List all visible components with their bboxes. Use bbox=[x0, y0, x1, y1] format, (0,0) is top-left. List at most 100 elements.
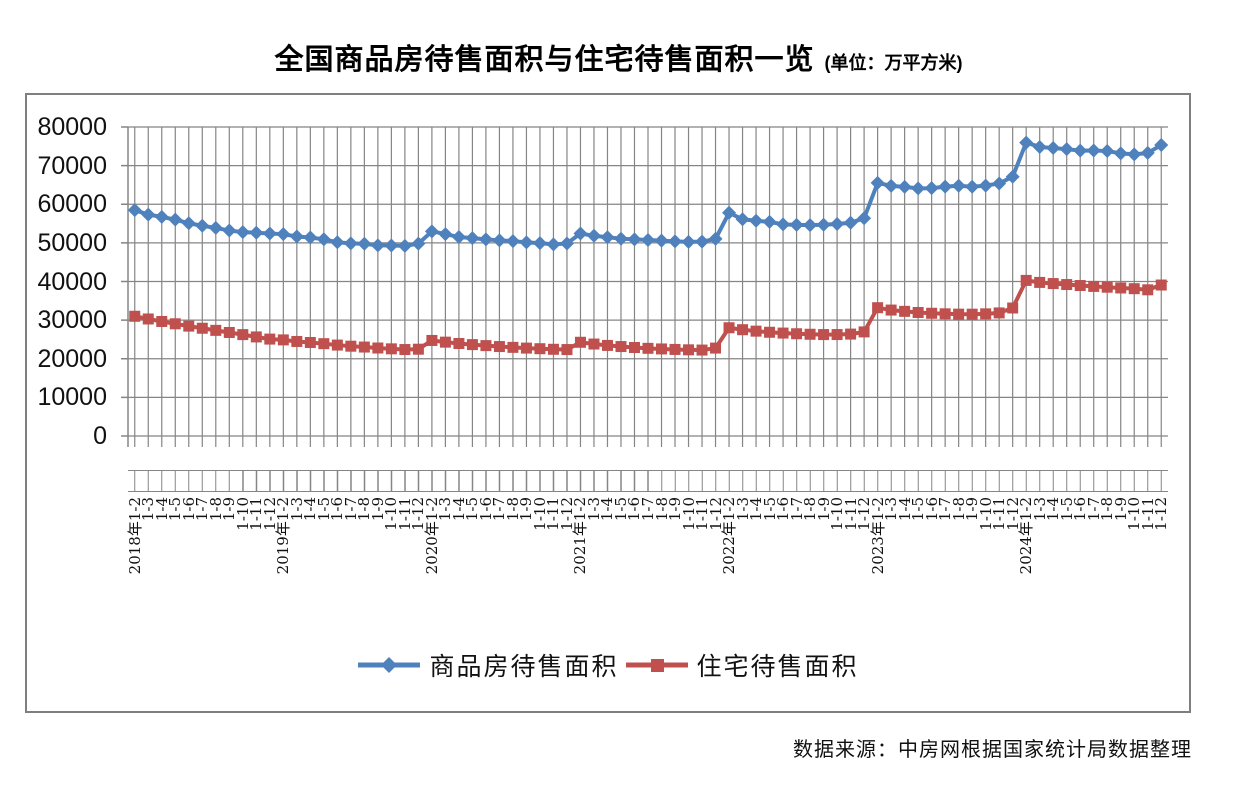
chart-plot-container: 80000 70000 60000 50000 40000 30000 20000 10000… bbox=[25, 93, 1191, 713]
legend-line-diamond-icon bbox=[358, 657, 421, 673]
marker-square bbox=[318, 338, 330, 350]
marker-diamond bbox=[505, 234, 520, 249]
marker-square bbox=[426, 334, 438, 346]
marker-diamond bbox=[586, 228, 601, 243]
marker-diamond bbox=[708, 231, 723, 246]
marker-square bbox=[183, 320, 195, 332]
marker-diamond bbox=[992, 176, 1007, 191]
marker-square bbox=[885, 304, 897, 316]
marker-diamond bbox=[911, 181, 926, 196]
marker-square bbox=[966, 308, 978, 320]
y-axis-label: 30000 bbox=[37, 306, 107, 335]
chart-unit-label: (单位：万平方米) bbox=[824, 53, 963, 73]
legend-item-residential: 住宅待售面积 bbox=[625, 647, 859, 683]
marker-diamond bbox=[600, 230, 615, 245]
marker-diamond bbox=[1046, 141, 1061, 156]
marker-diamond bbox=[816, 217, 831, 232]
marker-square bbox=[831, 329, 843, 341]
marker-square bbox=[331, 339, 343, 351]
marker-square bbox=[480, 340, 492, 352]
marker-diamond bbox=[154, 209, 169, 224]
marker-diamond bbox=[749, 213, 764, 228]
marker-diamond bbox=[722, 205, 737, 220]
legend-line-square-icon bbox=[625, 659, 688, 672]
marker-diamond bbox=[843, 215, 858, 230]
marker-diamond bbox=[1059, 142, 1074, 157]
marker-square bbox=[723, 322, 735, 334]
marker-square bbox=[358, 341, 370, 353]
marker-diamond bbox=[559, 236, 574, 251]
marker-diamond bbox=[370, 238, 385, 253]
marker-diamond bbox=[1005, 169, 1020, 184]
marker-diamond bbox=[492, 233, 507, 248]
marker-square bbox=[493, 341, 505, 353]
marker-square bbox=[385, 343, 397, 355]
x-axis-tick-band bbox=[128, 470, 1168, 492]
marker-square bbox=[601, 339, 613, 351]
marker-square bbox=[858, 326, 870, 338]
marker-diamond bbox=[262, 226, 277, 241]
marker-square bbox=[628, 342, 640, 354]
marker-diamond bbox=[181, 216, 196, 231]
marker-diamond bbox=[127, 203, 142, 218]
marker-square bbox=[1007, 302, 1019, 314]
marker-square bbox=[912, 306, 924, 318]
marker-square bbox=[1061, 279, 1073, 291]
marker-square bbox=[1088, 280, 1100, 292]
marker-square bbox=[791, 328, 803, 340]
marker-square bbox=[439, 336, 451, 348]
marker-square bbox=[1074, 280, 1086, 292]
y-axis-label: 20000 bbox=[37, 344, 107, 373]
marker-square bbox=[399, 344, 411, 356]
marker-diamond bbox=[1127, 147, 1142, 162]
marker-diamond bbox=[141, 207, 156, 222]
marker-square bbox=[547, 343, 559, 355]
marker-square bbox=[615, 341, 627, 353]
marker-square bbox=[453, 337, 465, 349]
marker-square bbox=[764, 326, 776, 338]
marker-diamond bbox=[168, 212, 183, 227]
data-series bbox=[127, 135, 1169, 356]
marker-square bbox=[534, 343, 546, 355]
marker-diamond bbox=[397, 238, 412, 253]
marker-diamond bbox=[222, 223, 237, 238]
marker-square bbox=[669, 343, 681, 355]
marker-square bbox=[818, 329, 830, 341]
marker-square bbox=[291, 335, 303, 347]
marker-square bbox=[507, 341, 519, 353]
y-axis-label: 40000 bbox=[37, 267, 107, 296]
plot-area bbox=[121, 126, 1169, 447]
marker-square bbox=[872, 302, 884, 314]
marker-diamond bbox=[681, 234, 696, 249]
marker-diamond bbox=[1154, 138, 1169, 153]
marker-diamond bbox=[1113, 146, 1128, 161]
y-axis-label: 60000 bbox=[37, 190, 107, 219]
marker-square bbox=[304, 336, 316, 348]
marker-square bbox=[696, 344, 708, 356]
marker-square bbox=[156, 315, 168, 327]
marker-square bbox=[1142, 284, 1154, 296]
marker-diamond bbox=[478, 232, 493, 247]
marker-square bbox=[1020, 274, 1032, 286]
marker-square bbox=[953, 308, 965, 320]
marker-diamond bbox=[884, 178, 899, 193]
marker-square bbox=[642, 342, 654, 354]
y-axis-label: 0 bbox=[93, 422, 107, 450]
marker-diamond bbox=[249, 225, 264, 240]
marker-square bbox=[804, 328, 816, 340]
marker-diamond bbox=[857, 211, 872, 226]
chart-title-row: 全国商品房待售面积与住宅待售面积一览 (单位：万平方米) bbox=[0, 36, 1237, 78]
marker-square bbox=[1047, 278, 1059, 290]
marker-square bbox=[574, 336, 586, 348]
marker-square bbox=[683, 344, 695, 356]
marker-square bbox=[250, 331, 262, 343]
marker-diamond bbox=[924, 181, 939, 196]
marker-square bbox=[750, 325, 762, 337]
marker-diamond bbox=[519, 235, 534, 250]
marker-diamond bbox=[627, 232, 642, 247]
marker-diamond bbox=[1100, 144, 1115, 159]
marker-diamond bbox=[1032, 139, 1047, 154]
marker-diamond bbox=[357, 236, 372, 251]
marker-diamond bbox=[897, 179, 912, 194]
y-axis-label: 50000 bbox=[37, 228, 107, 257]
